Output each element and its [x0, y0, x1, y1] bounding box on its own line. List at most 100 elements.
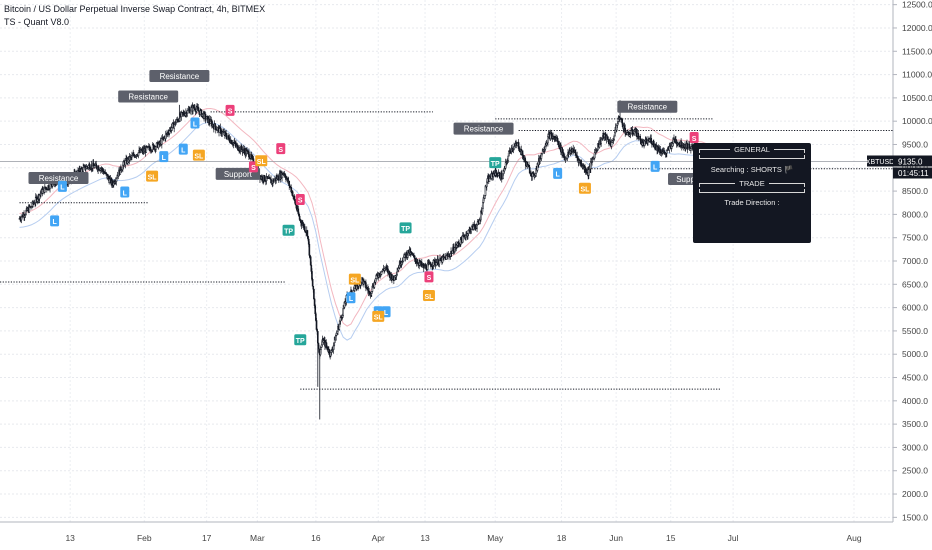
signal-label-s: S — [278, 147, 283, 154]
candle-body — [42, 189, 44, 194]
chart-legend: Bitcoin / US Dollar Perpetual Inverse Sw… — [4, 3, 265, 29]
candle-body — [307, 235, 309, 240]
x-tick-label: Apr — [372, 533, 385, 543]
signal-tag-sl — [372, 310, 385, 322]
signal-label-sl: SL — [194, 153, 204, 160]
price-axis: 1500.0 2000.0 2500.0 3000.0 3500.0 4000.0 4500… — [866, 0, 932, 550]
signal-label-s: S — [251, 165, 256, 172]
x-tick-label: Jul — [728, 533, 739, 543]
resistance-label: Resistance — [628, 103, 668, 112]
trade-header-bar-bottom — [699, 189, 805, 193]
signal-tag-s — [295, 193, 305, 205]
signal-label-l: L — [653, 165, 658, 172]
signal-label-tp: TP — [284, 229, 293, 236]
candle-body — [413, 255, 416, 259]
signal-label-l: L — [349, 296, 354, 303]
x-tick-label: 18 — [557, 533, 567, 543]
candle-body — [318, 348, 320, 353]
signal-tag-sl — [348, 273, 361, 285]
y-tick-label: 2000.0 — [902, 489, 928, 499]
last-price-tag — [893, 155, 932, 167]
x-tick-label: Aug — [846, 533, 861, 543]
signal-tag-l — [120, 186, 130, 198]
candle-body — [304, 226, 306, 232]
y-tick-label: 6000.0 — [902, 303, 928, 313]
signal-tag-s — [225, 104, 235, 116]
support-label: Support — [676, 175, 705, 184]
y-tick-label: 2500.0 — [902, 466, 928, 476]
resistance-label: Resistance — [464, 125, 504, 134]
resistance-label: Resistance — [39, 174, 79, 183]
y-tick-label: 9500.0 — [902, 139, 928, 149]
signal-label-sl: SL — [374, 315, 384, 322]
y-tick-label: 11000.0 — [902, 70, 932, 80]
y-tick-label: 4000.0 — [902, 396, 928, 406]
signal-label-sl: SL — [580, 187, 590, 194]
candle-body — [498, 172, 501, 179]
candle-body — [621, 122, 624, 127]
candle-body — [313, 288, 315, 300]
y-tick-label: 4500.0 — [902, 373, 928, 383]
x-tick-label: 17 — [202, 533, 212, 543]
band-lower — [19, 121, 714, 341]
indicator-name: TS - Quant V8.0 — [4, 17, 70, 27]
signal-label-tp: TP — [491, 161, 500, 168]
signal-tag-s — [689, 131, 699, 143]
candle-body — [650, 138, 653, 144]
general-header: GENERAL — [730, 145, 774, 154]
signal-label-s: S — [298, 198, 303, 205]
trade-header-row: TRADE — [693, 179, 811, 188]
x-tick-label: 15 — [666, 533, 676, 543]
signal-tag-l — [190, 117, 200, 129]
countdown-label: 01:45:11 — [898, 169, 929, 178]
candle-body — [311, 279, 314, 287]
candle-body — [639, 136, 641, 140]
y-tick-label: 12500.0 — [902, 0, 932, 10]
candle-body — [214, 123, 216, 128]
signal-label-l: L — [123, 190, 128, 197]
signal-tag-l — [159, 151, 169, 163]
candle-body — [663, 150, 666, 153]
candle-body — [82, 167, 84, 172]
x-tick-label: Jun — [609, 533, 623, 543]
signal-tag-l — [553, 167, 563, 179]
signal-tag-l — [50, 215, 60, 227]
chart-grid — [0, 0, 893, 522]
signal-label-l: L — [52, 219, 57, 226]
y-tick-label: 7500.0 — [902, 233, 928, 243]
signal-label-s: S — [228, 109, 233, 116]
y-tick-label: 12000.0 — [902, 23, 932, 33]
signal-label-sl: SL — [257, 159, 267, 166]
signal-tag-tp — [294, 334, 307, 346]
y-tick-label: 10000.0 — [902, 116, 932, 126]
resistance-tag — [149, 69, 210, 82]
signal-label-tp: TP — [401, 226, 410, 233]
indicator-bands — [19, 107, 714, 341]
signal-label-l: L — [555, 172, 560, 179]
signal-tag-tp — [489, 157, 502, 169]
band-upper — [19, 107, 714, 327]
resistance-tag — [28, 172, 89, 185]
trade-header: TRADE — [735, 179, 769, 188]
searching-label: Searching : SHORTS — [710, 165, 782, 174]
signal-tag-l — [650, 160, 660, 172]
candle-body — [631, 129, 634, 134]
resistance-tag — [453, 122, 514, 135]
signal-tag-l — [346, 292, 356, 304]
x-tick-label: Mar — [250, 533, 265, 543]
last-price-label: 9135.0 — [898, 157, 923, 166]
candle-body — [396, 271, 398, 276]
candle-body — [261, 176, 264, 181]
price-axis-bg — [893, 0, 932, 550]
y-tick-label: 5000.0 — [902, 349, 928, 359]
signal-tag-tp — [399, 222, 412, 234]
info-panel: GENERAL Searching : SHORTS 🏴 TRADE Trade… — [693, 143, 811, 243]
resistance-label: Resistance — [128, 92, 168, 101]
candle-body — [610, 142, 613, 147]
y-tick-label: 7000.0 — [902, 256, 928, 266]
general-header-row: GENERAL — [693, 145, 811, 154]
signal-label-l: L — [193, 121, 198, 128]
candle-body — [308, 243, 311, 256]
searching-row: Searching : SHORTS 🏴 — [693, 165, 811, 174]
